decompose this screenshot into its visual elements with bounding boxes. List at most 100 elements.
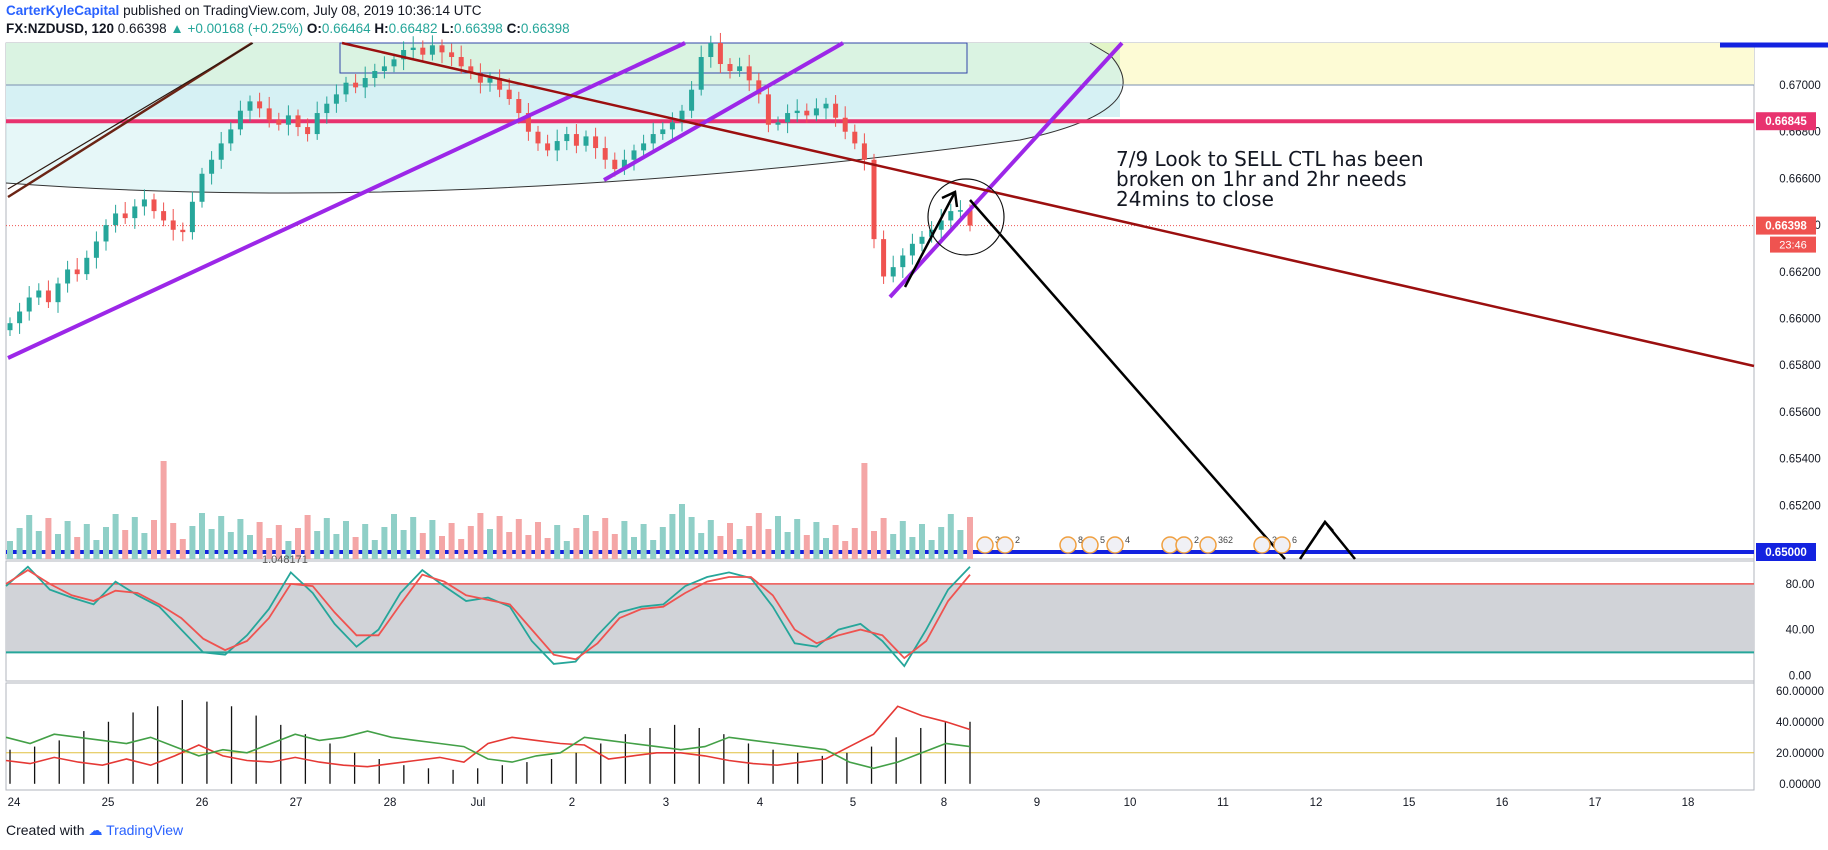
candle-body — [237, 110, 243, 130]
time-tick-label: 16 — [1496, 797, 1509, 809]
volume-bar — [199, 513, 205, 559]
price-tag-box — [1756, 112, 1816, 131]
volume-bar — [823, 538, 829, 559]
volume-bar — [83, 524, 90, 559]
candle-body — [132, 206, 138, 219]
volume-bar — [832, 525, 839, 559]
volume-bar — [122, 530, 129, 559]
dmi-histogram — [9, 700, 971, 784]
volume-bar — [45, 518, 52, 559]
dmi-lines — [5, 705, 971, 770]
candle-body — [641, 143, 647, 151]
dmi-pane[interactable] — [5, 682, 1755, 791]
candle-body — [266, 108, 272, 121]
volume-bar — [803, 535, 810, 559]
event-flag-count: 6 — [1292, 535, 1297, 545]
candle-body — [621, 159, 627, 170]
volume-bar — [583, 515, 589, 559]
candle-body — [247, 101, 253, 111]
volume-bar — [813, 522, 820, 559]
volume-bar — [189, 526, 196, 559]
low-value: 0.66398 — [454, 21, 503, 36]
volume-bar — [371, 540, 378, 559]
dmi-series-line — [5, 705, 971, 768]
volume-bar — [957, 530, 964, 559]
volume-bar — [515, 519, 522, 559]
candle-body — [689, 89, 695, 111]
volume-bar — [765, 529, 772, 559]
volume-bar — [554, 525, 561, 559]
time-tick-label: 27 — [290, 797, 303, 809]
volume-bar — [775, 516, 781, 559]
volume-bar — [7, 541, 13, 559]
price-tick-label: 0.65200 — [1779, 500, 1821, 512]
high-label: H: — [374, 21, 389, 36]
drawings-back — [5, 42, 1754, 194]
volume-bar — [237, 519, 244, 559]
candle-body — [660, 129, 666, 135]
volume-bar — [314, 531, 321, 559]
candle-body — [324, 103, 330, 114]
highlight-circle — [927, 178, 1005, 256]
time-tick-label: 12 — [1310, 797, 1323, 809]
candle-body — [218, 143, 224, 160]
price-tick-label: 0.66200 — [1779, 267, 1821, 279]
annotation-line-3: 24mins to close — [1116, 187, 1274, 211]
candle-body — [36, 290, 42, 298]
volume-bar — [563, 541, 570, 559]
volume-bar — [669, 514, 676, 559]
candle-body — [391, 59, 397, 67]
candle-body — [468, 66, 474, 74]
countdown-label: 23:46 — [1779, 240, 1807, 252]
candle-body — [228, 129, 234, 144]
candle-body — [765, 94, 771, 125]
annotation-line-2: broken on 1hr and 2hr needs — [1116, 167, 1407, 191]
event-flag-count: 362 — [1218, 535, 1233, 545]
author-name[interactable]: CarterKyleCapital — [6, 3, 120, 18]
candle-body — [593, 136, 599, 149]
brown-channel-line — [7, 41, 253, 199]
time-tick-label: 28 — [384, 797, 397, 809]
candle-body — [381, 66, 387, 72]
candle-body — [967, 210, 973, 226]
volume-bar — [967, 517, 973, 559]
volume-bar — [151, 520, 157, 559]
candle-body — [698, 57, 704, 90]
volume-bar — [928, 540, 935, 559]
candle-body — [333, 94, 339, 104]
candle-body — [55, 283, 61, 303]
volume-bar — [899, 521, 906, 559]
event-flag-icon — [1253, 536, 1271, 554]
trendlines[interactable] — [7, 41, 1828, 368]
up-arrow-small — [903, 191, 957, 288]
time-tick-label: 10 — [1124, 797, 1137, 809]
candle-body — [189, 201, 195, 233]
candle-body — [122, 213, 128, 219]
volume-bar — [496, 516, 503, 559]
time-tick-label: Jul — [471, 797, 486, 809]
economic-events[interactable]: 328542236236 — [976, 535, 1297, 554]
tradingview-logo-icon: ☁ — [88, 822, 103, 838]
volume-bar — [755, 513, 762, 559]
tradingview-brand[interactable]: TradingView — [106, 822, 184, 838]
volume-bar — [391, 514, 397, 559]
event-flag-icon — [1199, 536, 1217, 554]
dmi-indicator: 60.00000 40.00000 20.00000 0.00000 — [5, 686, 1824, 791]
candle-body — [420, 47, 426, 55]
price-axis: 0.670000.668000.666000.664000.662000.660… — [1779, 80, 1821, 512]
time-tick-label: 2 — [569, 797, 575, 809]
volume-bar — [448, 523, 455, 559]
dmi-axis: 60.00000 40.00000 20.00000 0.00000 — [1776, 686, 1824, 791]
dmi-tick-label: 40.00000 — [1776, 717, 1824, 729]
stoch-lines — [5, 565, 971, 668]
volume-value-label: 1.048171 — [262, 554, 308, 566]
volume-bar — [256, 522, 263, 559]
price-tag-box — [1756, 216, 1816, 235]
event-flag-icon — [1175, 536, 1193, 554]
price-tick-label: 0.65800 — [1779, 360, 1821, 372]
candle-body — [900, 255, 906, 268]
volume-bar — [919, 524, 925, 559]
volume-bars — [7, 461, 973, 559]
ellipse-zone — [6, 43, 1124, 193]
